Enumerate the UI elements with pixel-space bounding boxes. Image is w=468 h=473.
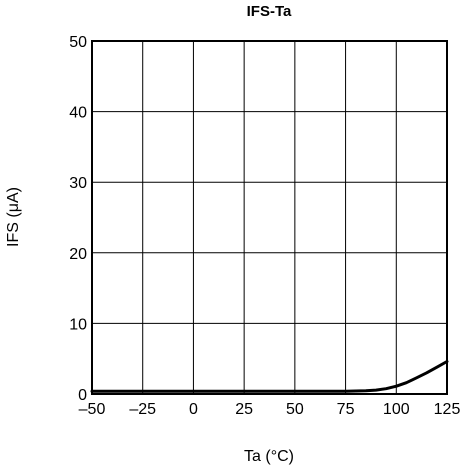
y-tick-label: 20 bbox=[69, 246, 87, 263]
x-tick-label: 0 bbox=[189, 401, 198, 418]
x-tick-label: 125 bbox=[434, 401, 461, 418]
x-axis-ticks: –50 –25 0 25 50 75 100 125 bbox=[79, 401, 461, 418]
x-axis-label: Ta (°C) bbox=[244, 448, 294, 465]
x-tick-label: –50 bbox=[79, 401, 106, 418]
x-tick-label: –25 bbox=[129, 401, 156, 418]
y-tick-label: 10 bbox=[69, 316, 87, 333]
y-tick-label: 50 bbox=[69, 34, 87, 51]
plot-frame bbox=[91, 40, 448, 395]
series-line bbox=[90, 360, 449, 393]
grid bbox=[92, 41, 447, 394]
chart-title: IFS-Ta bbox=[247, 3, 292, 20]
x-tick-label: 75 bbox=[337, 401, 355, 418]
x-tick-label: 25 bbox=[235, 401, 253, 418]
y-axis-label: IFS (μA) bbox=[5, 187, 22, 247]
x-tick-label: 50 bbox=[286, 401, 304, 418]
y-tick-label: 40 bbox=[69, 105, 87, 122]
y-tick-label: 0 bbox=[78, 387, 87, 404]
y-axis-ticks: 0 10 20 30 40 50 bbox=[69, 34, 87, 404]
y-tick-label: 30 bbox=[69, 175, 87, 192]
x-tick-label: 100 bbox=[383, 401, 410, 418]
